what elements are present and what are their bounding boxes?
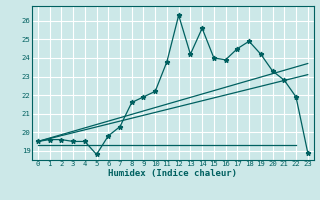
X-axis label: Humidex (Indice chaleur): Humidex (Indice chaleur) <box>108 169 237 178</box>
